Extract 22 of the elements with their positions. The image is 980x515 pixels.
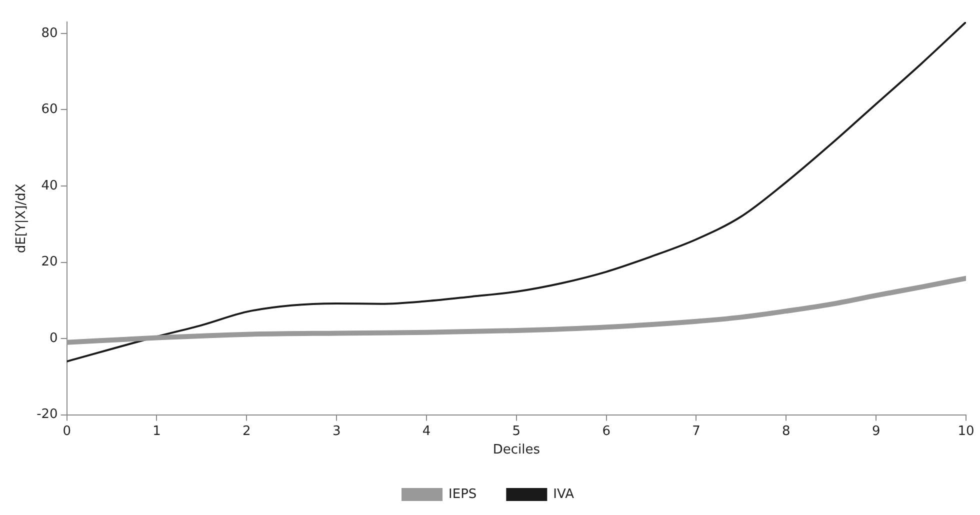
- x-tick-label: 3: [332, 424, 341, 439]
- y-tick-label: 40: [41, 178, 58, 194]
- legend-label: IEPS: [448, 486, 477, 502]
- legend-label: IVA: [553, 486, 574, 502]
- x-axis-title: Deciles: [492, 442, 540, 458]
- x-tick-label: 10: [958, 424, 974, 439]
- y-tick-label: -20: [36, 407, 58, 422]
- y-tick-label: 60: [41, 102, 58, 118]
- x-tick-label: 4: [422, 424, 431, 439]
- x-tick-label: 7: [692, 424, 700, 439]
- x-tick-label: 5: [512, 424, 521, 439]
- x-tick-label: 8: [782, 424, 790, 439]
- x-tick-label: 9: [872, 424, 880, 439]
- y-tick-label: 0: [50, 330, 58, 346]
- y-tick-label: 20: [41, 254, 58, 270]
- x-tick-label: 0: [62, 424, 71, 439]
- line-series: [66, 22, 966, 362]
- x-tick-label: 6: [602, 424, 610, 439]
- y-axis-title: dE[Y|X]/dX: [14, 184, 30, 254]
- y-tick-label: 80: [41, 26, 58, 41]
- x-tick-label: 2: [242, 424, 251, 439]
- x-tick-label: 1: [152, 424, 161, 439]
